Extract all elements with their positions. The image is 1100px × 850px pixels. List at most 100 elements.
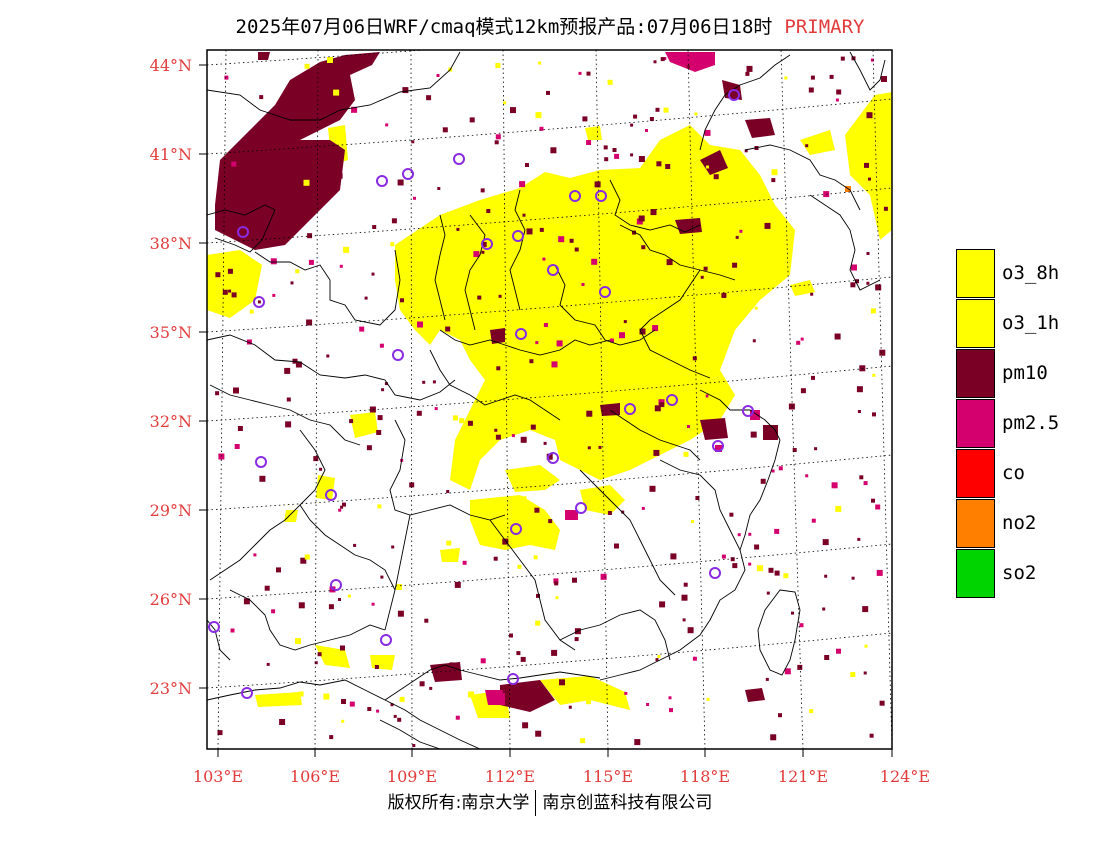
pollution-pixel bbox=[304, 554, 310, 560]
pollution-pixel bbox=[376, 430, 382, 435]
pollution-pixel bbox=[768, 567, 774, 573]
pollution-pixel bbox=[419, 681, 425, 687]
pollution-pixel bbox=[650, 209, 657, 216]
station-marker bbox=[325, 489, 337, 501]
pollution-pixel bbox=[550, 147, 557, 154]
lat-label: 44°N bbox=[150, 56, 192, 75]
pollution-pixel bbox=[543, 323, 548, 327]
pollution-pixel bbox=[799, 623, 804, 628]
pollution-pixel bbox=[796, 340, 801, 345]
pollution-pixel bbox=[641, 245, 646, 250]
station-marker bbox=[666, 394, 678, 406]
pollution-pixel bbox=[338, 598, 341, 601]
legend-item: pm10 bbox=[956, 349, 1086, 399]
pollution-pixel bbox=[649, 117, 654, 121]
pollution-pixel bbox=[627, 352, 632, 357]
pollution-pixel bbox=[814, 447, 818, 451]
pollution-pixel bbox=[551, 361, 558, 368]
station-marker bbox=[481, 238, 493, 250]
pollution-pixel bbox=[783, 573, 789, 579]
pollution-pixel bbox=[708, 394, 715, 401]
pollution-pixel bbox=[568, 705, 572, 709]
pollution-pixel bbox=[227, 268, 233, 274]
pollution-pixel bbox=[883, 206, 888, 211]
pollution-pixel bbox=[614, 153, 620, 159]
pollution-pixel bbox=[322, 158, 326, 163]
pollution-pixel bbox=[510, 107, 516, 114]
pollution-pixel bbox=[748, 532, 752, 536]
pollution-pixel bbox=[669, 708, 673, 713]
pollution-pixel bbox=[536, 593, 540, 598]
pollution-pixel bbox=[554, 581, 559, 586]
pollution-pixel bbox=[654, 405, 661, 412]
lon-label: 106°E bbox=[290, 767, 340, 786]
pollution-pixel bbox=[835, 505, 842, 512]
pollution-pixel bbox=[503, 101, 507, 105]
pollution-pixel bbox=[754, 306, 758, 310]
pollution-pixel bbox=[246, 339, 252, 345]
pollution-pixel bbox=[623, 320, 627, 324]
pollution-pixel bbox=[630, 123, 634, 127]
pollution-pixel bbox=[402, 87, 409, 94]
pollution-pixel bbox=[517, 564, 522, 569]
pollution-pixel bbox=[480, 188, 485, 193]
pollution-pixel bbox=[496, 366, 501, 371]
pollution-pixel bbox=[582, 116, 588, 122]
pollution-pixel bbox=[480, 658, 486, 664]
pollution-pixel bbox=[732, 563, 738, 569]
pollution-pixel bbox=[778, 466, 783, 471]
o3-regions bbox=[207, 92, 892, 718]
legend-label: o3_1h bbox=[1002, 312, 1060, 334]
longitude-labels: 103°E 106°E 109°E 112°E 115°E 118°E 121°E 124°E bbox=[193, 749, 930, 786]
pollution-pixel bbox=[559, 679, 565, 686]
map-title: 2025年07月06日WRF/cmaq模式12km预报产品:07月06日18时 P… bbox=[0, 12, 1100, 44]
pollution-pixel bbox=[295, 269, 300, 274]
footer-right: 南京创蓝科技有限公司 bbox=[542, 793, 713, 813]
pollution-pixel bbox=[730, 557, 735, 562]
station-marker bbox=[241, 687, 253, 699]
pollution-pixel bbox=[556, 340, 563, 347]
pollution-pixel bbox=[311, 200, 316, 205]
pollution-pixel bbox=[342, 502, 346, 507]
pollution-pixel bbox=[875, 504, 881, 510]
map-frame bbox=[206, 49, 893, 750]
pollution-pixel bbox=[721, 554, 726, 559]
pollution-pixel bbox=[771, 178, 776, 183]
pollution-pixel bbox=[328, 604, 334, 610]
pollution-pixel bbox=[692, 656, 697, 661]
pollution-pixel bbox=[294, 186, 299, 191]
pollution-pixel bbox=[349, 701, 355, 707]
pollution-pixel bbox=[412, 744, 416, 747]
pollution-pixel bbox=[624, 691, 628, 695]
pollution-pixel bbox=[539, 126, 544, 131]
pollution-pixel bbox=[446, 490, 450, 493]
pollution-pixel bbox=[495, 63, 501, 68]
pollution-pixel bbox=[340, 645, 345, 651]
pollution-pixel bbox=[870, 308, 876, 314]
pollution-pixel bbox=[308, 167, 312, 171]
pollution-pixel bbox=[454, 581, 461, 588]
pollution-pixel bbox=[347, 594, 351, 598]
pollution-pixel bbox=[774, 528, 780, 534]
pollution-pixel bbox=[653, 60, 657, 64]
pollution-pixel bbox=[535, 730, 542, 737]
pollution-pixel bbox=[840, 56, 845, 61]
pollution-pixel bbox=[811, 518, 816, 523]
pollution-pixel bbox=[836, 89, 842, 95]
pollution-pixel bbox=[512, 404, 515, 408]
boundary-lines bbox=[207, 51, 886, 749]
station-marker bbox=[453, 153, 465, 165]
pollution-pixel bbox=[459, 418, 465, 424]
legend-swatch bbox=[956, 349, 995, 398]
pollution-pixel bbox=[308, 259, 314, 265]
pollution-pixel bbox=[498, 294, 502, 298]
pollution-pixel bbox=[333, 89, 340, 96]
pollution-pixel bbox=[857, 410, 861, 413]
pollution-pixel bbox=[270, 258, 277, 265]
pollution-pixel bbox=[616, 704, 620, 707]
footer-separator bbox=[535, 790, 537, 816]
pollution-pixel bbox=[822, 539, 829, 546]
pollution-pixel bbox=[586, 410, 593, 417]
legend-label: o3_8h bbox=[1002, 262, 1060, 284]
pollution-pixel bbox=[745, 71, 750, 76]
